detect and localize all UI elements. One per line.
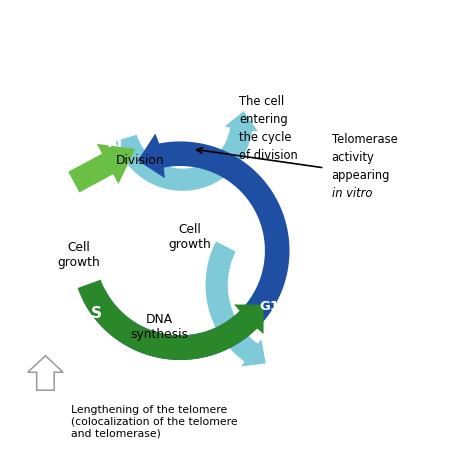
Polygon shape [206,242,266,367]
Polygon shape [68,144,135,193]
Text: Lengthening of the telomere
(colocalization of the telomere
and telomerase): Lengthening of the telomere (colocalizat… [71,405,237,438]
Polygon shape [116,111,258,191]
Polygon shape [28,356,63,390]
Text: M: M [107,135,122,150]
Text: S: S [91,306,101,321]
Polygon shape [78,280,264,360]
Text: Cell
growth: Cell growth [168,222,211,251]
Text: The cell: The cell [239,95,284,108]
Text: entering: entering [239,113,288,126]
Polygon shape [83,133,290,360]
Text: G0: G0 [413,262,433,275]
Text: G1: G1 [259,300,279,313]
Text: Cell
growth: Cell growth [57,241,100,270]
Text: DNA
synthesis: DNA synthesis [130,313,188,342]
Text: Telomerase: Telomerase [332,133,397,146]
Text: G2: G2 [60,226,80,239]
Text: the cycle: the cycle [239,131,292,144]
Text: appearing: appearing [332,169,390,182]
Text: activity: activity [332,151,374,164]
Text: of division: of division [239,149,298,162]
Text: Division: Division [116,154,164,167]
Text: in vitro: in vitro [332,187,372,200]
Text: G0: G0 [183,65,203,79]
